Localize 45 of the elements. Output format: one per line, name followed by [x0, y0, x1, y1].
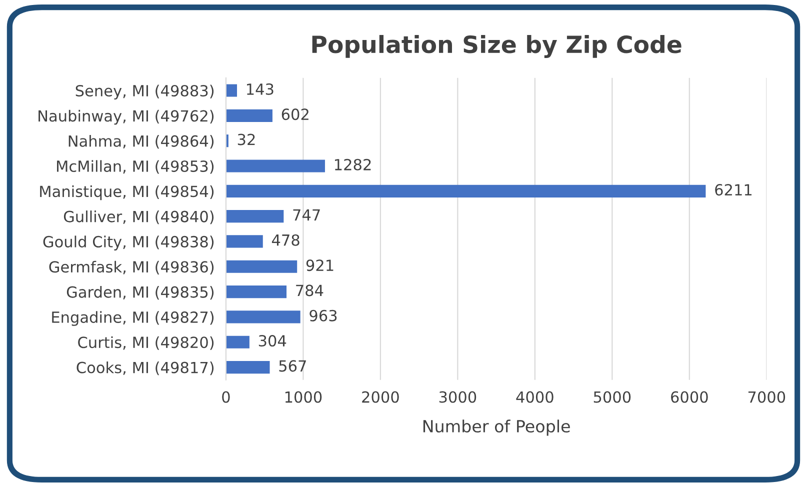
bar	[226, 184, 706, 198]
bar	[226, 210, 284, 223]
x-tick-label: 5000	[594, 391, 631, 403]
y-tick-label: Germfask, MI (49836)	[49, 260, 214, 274]
bar	[226, 84, 238, 97]
y-tick-label: McMillan, MI (49853)	[57, 160, 214, 174]
data-label: 567	[279, 360, 306, 372]
data-label: 602	[282, 108, 308, 120]
data-label: 143	[247, 83, 274, 95]
y-tick-label: Cooks, MI (49817)	[76, 361, 214, 376]
y-tick-label: Seney, MI (49883)	[76, 84, 214, 100]
bar	[226, 286, 287, 298]
x-tick-label: 3000	[439, 391, 476, 403]
bar	[226, 260, 298, 273]
data-label: 921	[306, 260, 334, 272]
y-tick-label: Engadine, MI (49827)	[52, 311, 214, 326]
data-label: 6211	[715, 184, 752, 196]
x-tick-label: 1000	[285, 391, 322, 403]
data-label: 784	[296, 284, 324, 296]
bar	[226, 310, 300, 324]
bar	[226, 360, 270, 374]
y-tick-label: Naubinway, MI (49762)	[38, 110, 214, 125]
bar	[226, 109, 272, 122]
y-tick-label: Gould City, MI (49838)	[43, 236, 214, 250]
bar	[226, 235, 263, 248]
data-label: 747	[293, 209, 320, 221]
data-label: 1282	[334, 158, 371, 170]
x-tick-label: 0	[222, 391, 230, 403]
bar	[226, 160, 325, 172]
data-label: 963	[310, 310, 337, 322]
chart-title: Population Size by Zip Code	[312, 34, 682, 58]
data-label: 32	[238, 134, 255, 146]
x-tick-label: 4000	[516, 391, 554, 403]
x-tick-label: 6000	[671, 391, 708, 403]
y-tick-label: Garden, MI (49835)	[66, 286, 214, 300]
data-label: 478	[272, 234, 300, 246]
data-label: 304	[258, 334, 286, 347]
y-tick-label: Gulliver, MI (49840)	[64, 210, 214, 224]
y-tick-label: Manistique, MI (49854)	[40, 185, 214, 200]
x-axis-title: Number of People	[423, 420, 570, 436]
bar	[226, 336, 250, 348]
x-tick-label: 7000	[748, 391, 786, 403]
y-tick-label: Curtis, MI (49820)	[78, 336, 214, 350]
y-tick-label: Nahma, MI (49864)	[68, 135, 214, 149]
x-tick-label: 2000	[362, 391, 399, 403]
